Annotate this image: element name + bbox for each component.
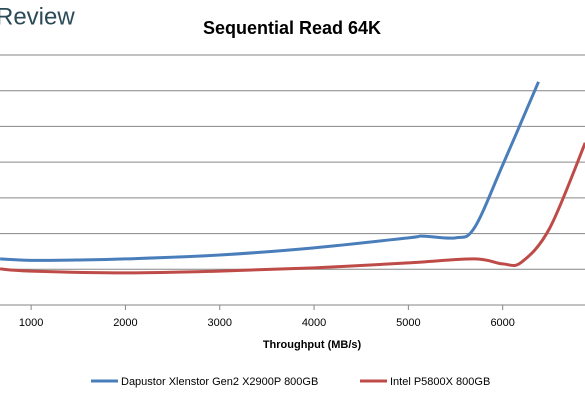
x-tick-label: 2000	[113, 317, 137, 329]
brand-logo: Review	[0, 3, 75, 30]
x-axis-label: Throughput (MB/s)	[263, 339, 362, 351]
x-tick-label: 6000	[490, 317, 514, 329]
x-tick-label: 5000	[396, 317, 420, 329]
series-line	[0, 81, 540, 262]
legend-label: Intel P5800X 800GB	[390, 376, 490, 388]
chart-title: Sequential Read 64K	[203, 18, 381, 38]
x-tick-label: 4000	[302, 317, 326, 329]
x-tick-label: 3000	[208, 317, 232, 329]
x-tick-label: 1000	[19, 317, 43, 329]
legend-label: Dapustor Xlenstor Gen2 X2900P 800GB	[121, 376, 318, 388]
series-line	[0, 142, 585, 275]
